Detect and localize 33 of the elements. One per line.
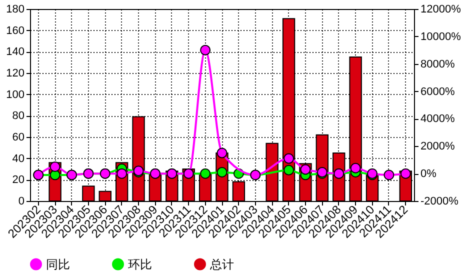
y-tick-label: 100	[6, 88, 24, 101]
point	[216, 166, 228, 178]
y-tick-label: 40	[12, 152, 24, 165]
point	[200, 44, 211, 56]
y-tick-label: 180	[6, 4, 24, 16]
point	[116, 168, 128, 179]
y2-tick-label: 0%	[420, 168, 437, 180]
y-tick-label: 60	[12, 132, 24, 144]
y2-tick-label: -2000%	[420, 196, 459, 208]
legend-label: 环比	[128, 257, 152, 272]
point	[300, 164, 311, 175]
y-tick-label: 160	[6, 24, 24, 37]
y2-tick-label: 10000%	[420, 30, 462, 43]
y-tick-label: 120	[6, 68, 24, 80]
y2-tick-label: 12000%	[420, 4, 462, 16]
y2-tick-label: 8000%	[420, 58, 455, 70]
legend-label: 同比	[46, 257, 70, 272]
point	[200, 168, 211, 179]
y-tick-label: 140	[6, 46, 24, 58]
y-tick-label: 0	[18, 196, 24, 208]
y2-tick-label: 4000%	[420, 113, 455, 126]
y-tick-label: 20	[12, 174, 24, 186]
y2-tick-label: 6000%	[420, 86, 455, 98]
point	[50, 161, 60, 172]
legend-label: 总计	[209, 257, 234, 272]
point	[284, 153, 294, 164]
point	[384, 170, 394, 180]
y-tick-label: 80	[12, 110, 24, 122]
y2-tick-label: 2000%	[420, 140, 455, 153]
point	[350, 162, 361, 174]
point	[400, 168, 411, 179]
point	[216, 148, 228, 158]
point	[284, 164, 294, 176]
